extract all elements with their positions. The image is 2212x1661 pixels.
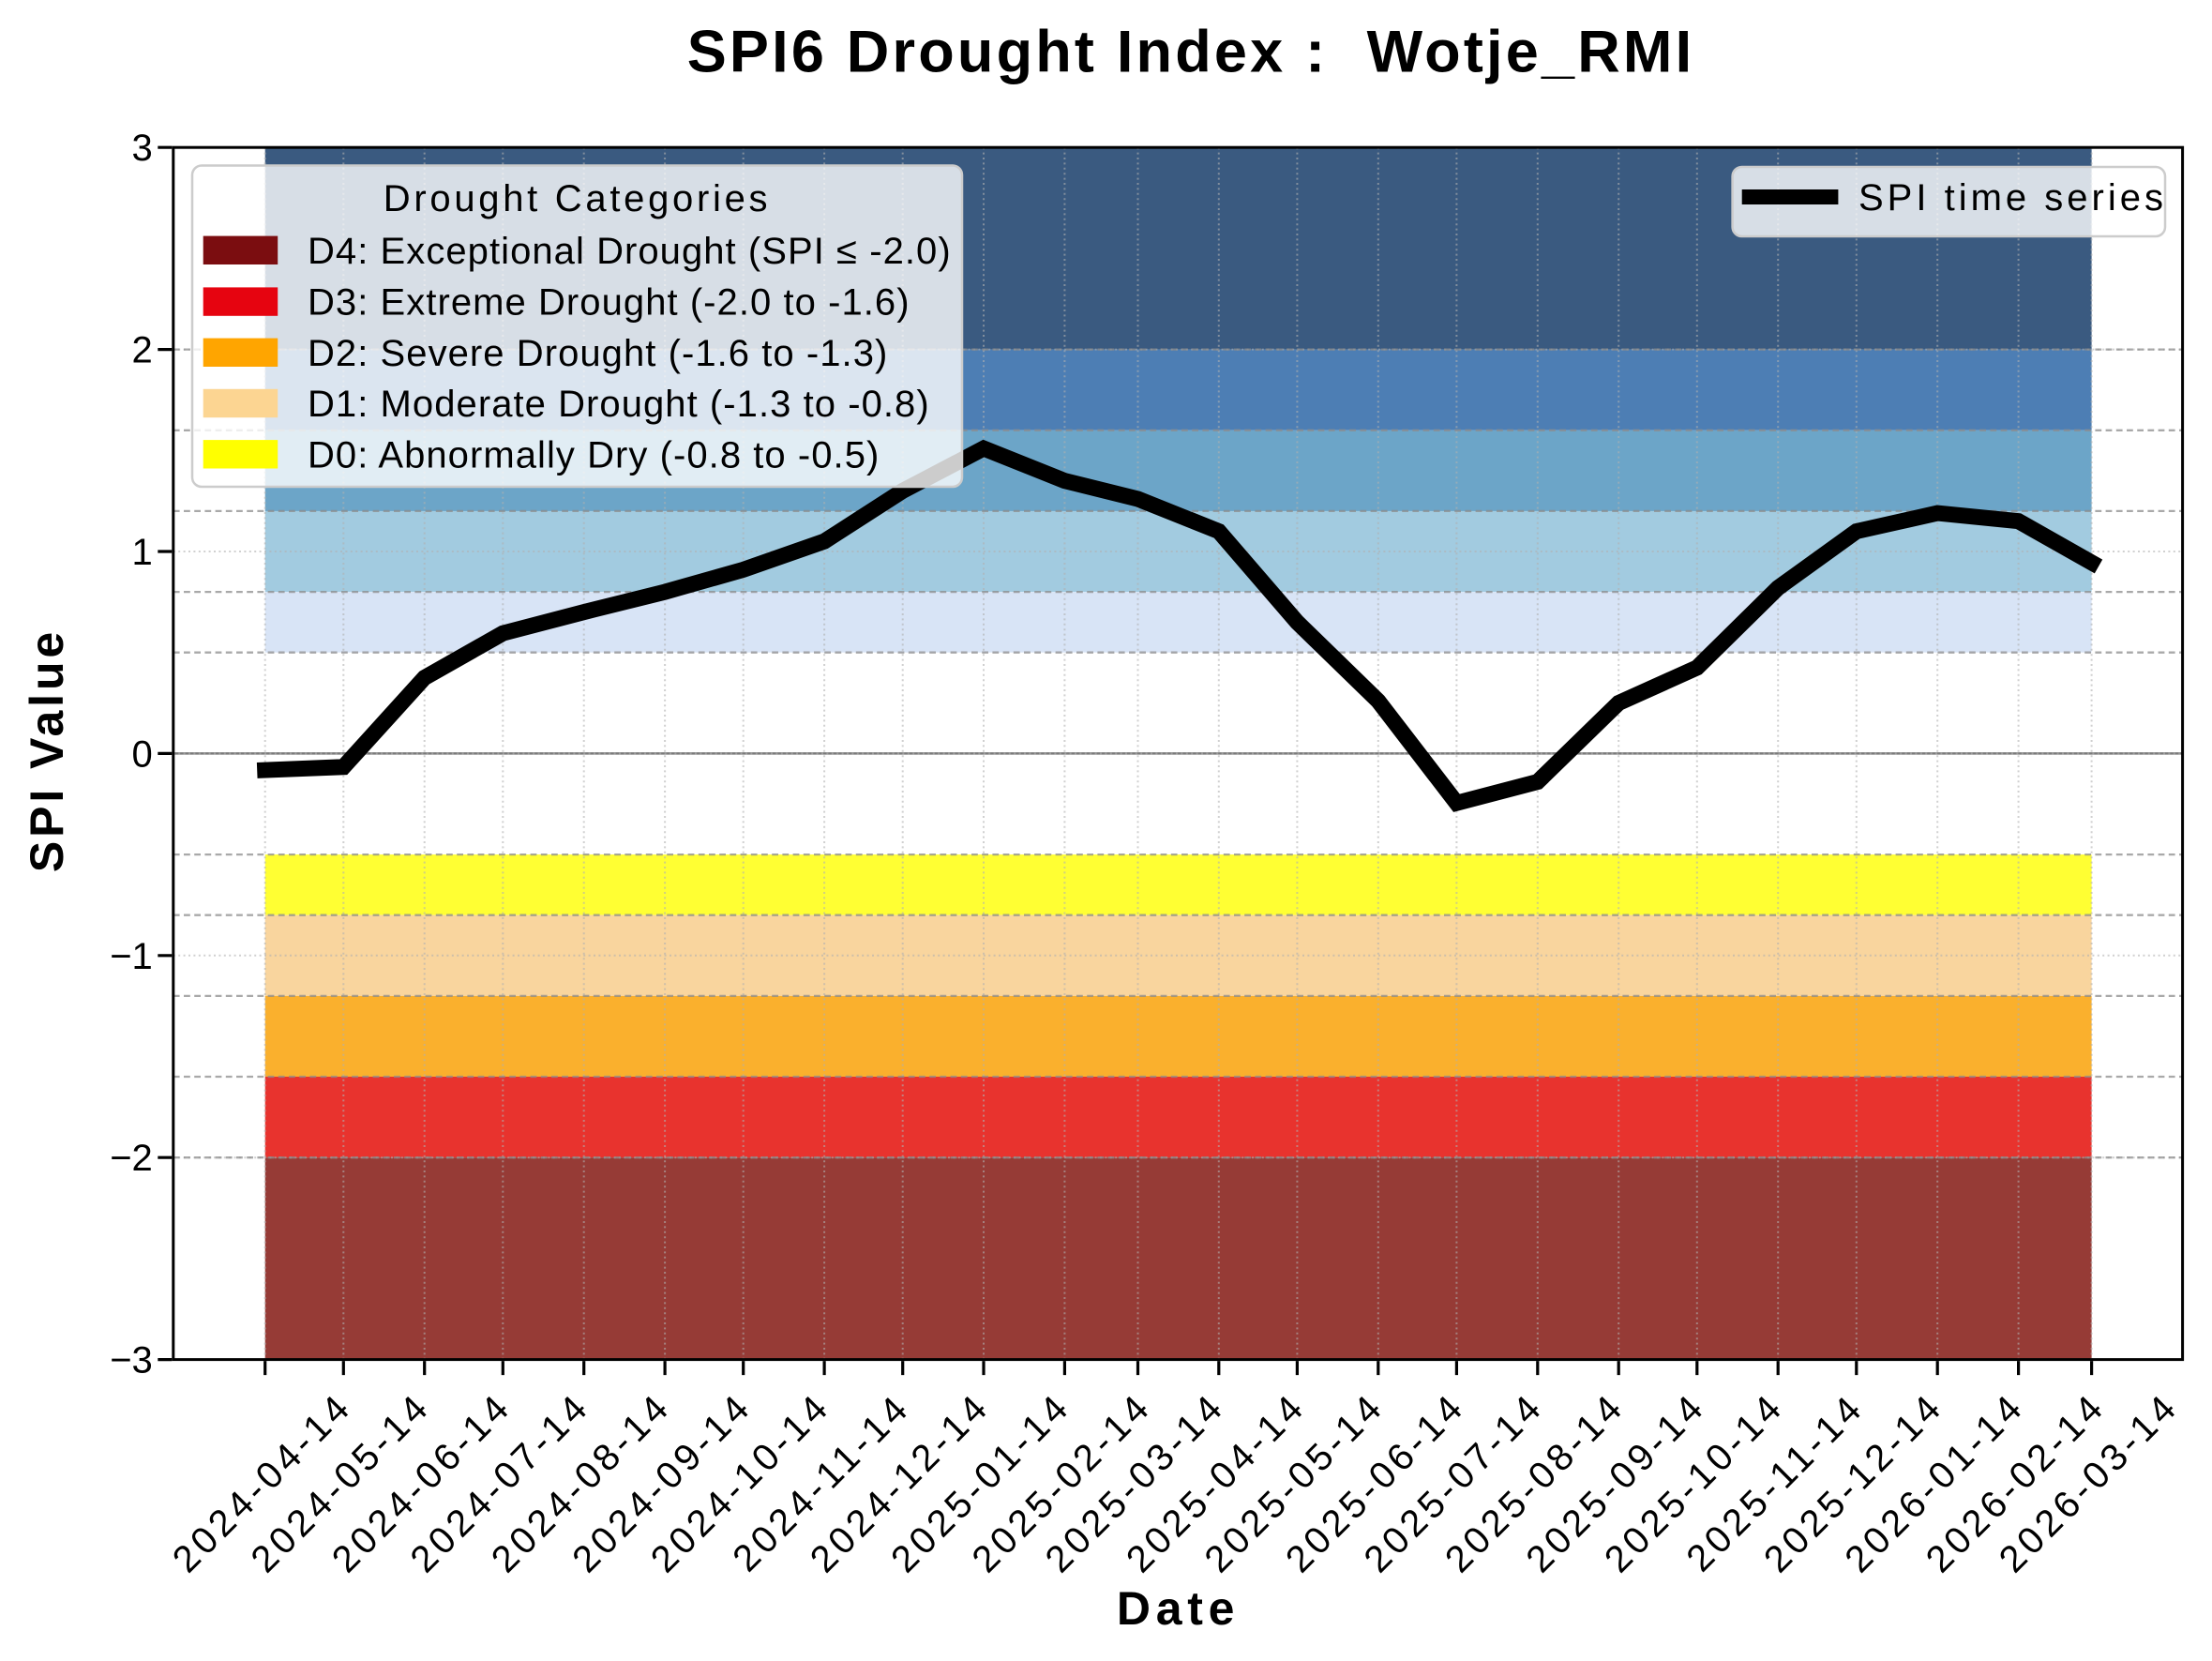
svg-text:3: 3	[132, 128, 153, 169]
svg-text:Date: Date	[1117, 1582, 1240, 1635]
svg-text:−2: −2	[110, 1138, 153, 1179]
svg-text:−1: −1	[110, 936, 153, 977]
svg-text:D3: Extreme Drought (-2.0 to -: D3: Extreme Drought (-2.0 to -1.6)	[308, 282, 910, 324]
svg-text:D0: Abnormally Dry (-0.8 to -0: D0: Abnormally Dry (-0.8 to -0.5)	[308, 434, 880, 476]
svg-text:SPI Value: SPI Value	[21, 628, 73, 872]
svg-text:D4: Exceptional Drought (SPI ≤: D4: Exceptional Drought (SPI ≤ -2.0)	[308, 231, 952, 272]
svg-text:2: 2	[132, 330, 153, 371]
svg-text:−3: −3	[110, 1340, 153, 1382]
svg-text:1: 1	[132, 532, 153, 573]
svg-text:0: 0	[132, 733, 153, 775]
svg-text:D1: Moderate Drought (-1.3 to: D1: Moderate Drought (-1.3 to -0.8)	[308, 384, 930, 425]
svg-text:SPI6 Drought Index : Wotje_RM: SPI6 Drought Index : Wotje_RMI	[687, 20, 1695, 85]
svg-text:Drought Categories: Drought Categories	[384, 178, 771, 219]
svg-text:SPI time series: SPI time series	[1858, 177, 2167, 219]
svg-text:D2: Severe Drought (-1.6 to -1: D2: Severe Drought (-1.6 to -1.3)	[308, 333, 888, 374]
